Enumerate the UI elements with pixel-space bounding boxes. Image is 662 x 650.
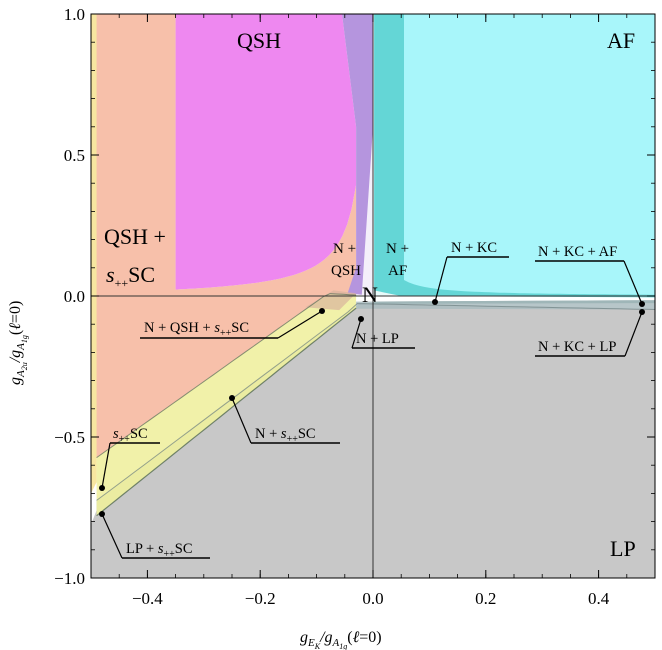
boundary-lp-top [96, 303, 656, 501]
annotation-lp-sc: LP + s++SC [126, 541, 193, 560]
region-qsh-sc [91, 14, 357, 491]
x-axis-title: gEK/gA1g(ℓ=0) [300, 629, 382, 650]
annotation-n-lp: N + LP [356, 331, 399, 347]
y-tick-label: −0.5 [54, 428, 85, 447]
boundary-upper [96, 293, 357, 459]
y-tick-label: 0.5 [64, 146, 85, 165]
region-label-n-af-line2: AF [388, 263, 407, 279]
annotation-sc: s++SC [113, 426, 148, 445]
annotation-point-n-kc-af [639, 301, 645, 307]
x-tick-label: −0.4 [132, 589, 163, 608]
region-label-n: N [362, 282, 378, 307]
region-labels: QSH + s++SC QSH AF LP N + QSH N + AF N [104, 28, 636, 561]
y-tick-label: 0.0 [64, 287, 85, 306]
x-tick-label: 0.4 [588, 589, 610, 608]
annotation-n-kc: N + KC [451, 240, 497, 256]
annotation-point-n-lp [358, 316, 364, 322]
region-n-sc [96, 293, 357, 516]
annotation-n-kc-af: N + KC + AF [538, 244, 617, 260]
annotation-point-n-kc [432, 299, 438, 305]
region-n-af [373, 14, 655, 298]
region-qsh [175, 14, 357, 294]
axes: −0.4 −0.2 0.0 0.2 0.4 1.0 0.5 0.0 −0.5 −1.0 [54, 5, 656, 608]
x-tick-label: 0.2 [475, 589, 496, 608]
region-label-n-af-line1: N + [386, 241, 409, 257]
region-label-af: AF [607, 28, 635, 53]
annotations: N + QSH + s++SC N + LP N + KC N + KC + A… [99, 240, 645, 560]
annotation-n-qsh-sc: N + QSH + s++SC [144, 320, 249, 339]
region-label-n-qsh-line1: N + [333, 241, 356, 257]
annotation-point-lp-sc [99, 511, 105, 517]
region-label-qsh-sc-line1: QSH + [104, 224, 166, 249]
y-tick-label: −1.0 [54, 569, 85, 588]
region-n-kc [373, 300, 655, 304]
region-label-qsh: QSH [237, 28, 281, 53]
annotation-n-sc: N + s++SC [255, 426, 316, 445]
annotation-point-n-sc [229, 395, 235, 401]
region-af-upper [404, 14, 655, 295]
y-axis-title: gA2u/gA1g(ℓ=0) [7, 301, 29, 385]
region-label-lp: LP [610, 536, 636, 561]
region-label-qsh-sc-line2: s++SC [106, 262, 155, 290]
x-tick-label: −0.2 [245, 589, 276, 608]
annotation-n-kc-lp: N + KC + LP [538, 339, 616, 355]
region-label-n-qsh-line2: QSH [331, 263, 361, 279]
x-tick-label: 0.0 [362, 589, 383, 608]
y-tick-label: 1.0 [64, 5, 85, 24]
region-n-qsh [342, 14, 373, 296]
region-sc-edge [91, 14, 97, 494]
annotation-point-n-kc-lp [639, 309, 645, 315]
annotation-point-n-qsh-sc [319, 308, 325, 314]
zero-lines [91, 14, 655, 578]
region-n-qsh-sc [305, 290, 357, 311]
boundary-lower [96, 307, 357, 517]
annotation-point-sc [99, 485, 105, 491]
